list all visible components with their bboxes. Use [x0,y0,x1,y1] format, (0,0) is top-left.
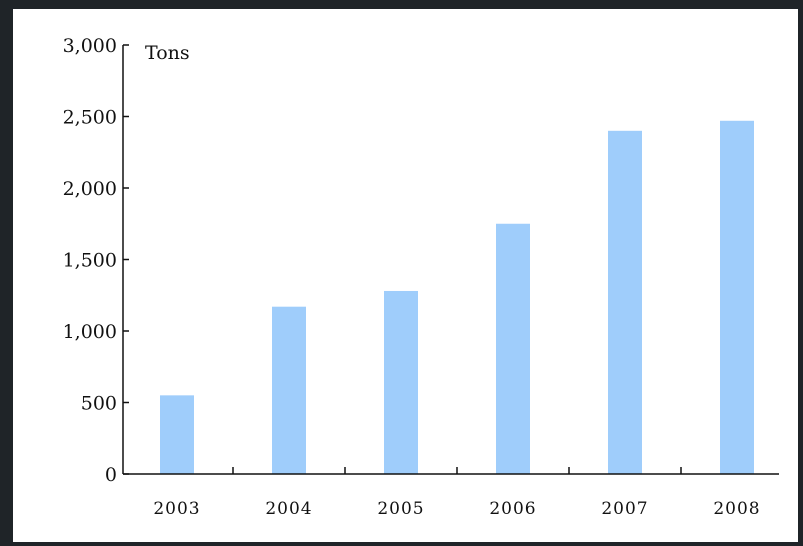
x-tick-label: 2005 [377,499,424,519]
x-tick-label: 2004 [265,499,312,519]
bar-2006 [496,223,530,474]
x-tick-label: 2008 [713,499,760,519]
bar-2004 [272,306,306,474]
y-axis-unit-label: Tons [145,42,190,64]
x-axis-ticks: 2003 2004 2005 2006 2007 2008 [153,467,760,519]
bar-2003 [160,395,194,474]
chart-panel: 0 500 1,000 1,500 2,000 2,500 3,000 2003 2004 20… [13,9,798,542]
bar-2007 [608,130,642,475]
y-tick-label: 2,500 [63,107,117,129]
y-tick-label: 3,000 [63,35,117,57]
x-tick-label: 2007 [601,499,648,519]
bar-2008 [720,120,754,474]
y-tick-label: 0 [105,464,117,486]
bars [160,120,754,475]
y-tick-label: 1,500 [63,250,117,272]
bar-2005 [384,290,418,474]
y-tick-label: 2,000 [63,178,117,200]
x-tick-label: 2006 [489,499,536,519]
y-axis-ticks: 0 500 1,000 1,500 2,000 2,500 3,000 [63,35,129,486]
y-tick-label: 1,000 [63,321,117,343]
y-tick-label: 500 [81,393,117,415]
x-tick-label: 2003 [153,499,200,519]
